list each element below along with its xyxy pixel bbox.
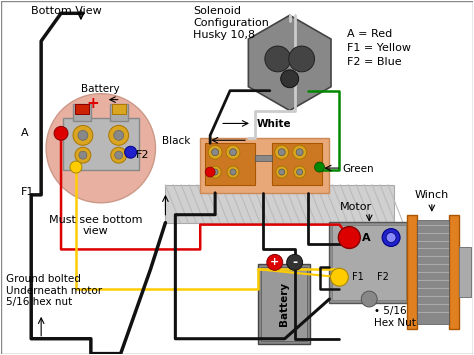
- Circle shape: [70, 161, 82, 173]
- Circle shape: [73, 125, 93, 145]
- Polygon shape: [248, 15, 331, 110]
- Circle shape: [109, 125, 128, 145]
- Bar: [200, 138, 329, 193]
- Text: -: -: [292, 256, 297, 269]
- Circle shape: [281, 70, 299, 88]
- Circle shape: [382, 229, 400, 246]
- Text: Must see bottom
view: Must see bottom view: [49, 215, 143, 236]
- Text: F2: F2: [377, 272, 389, 282]
- Text: • 5/16
Hex Nut: • 5/16 Hex Nut: [374, 306, 416, 328]
- Bar: [459, 247, 471, 297]
- Bar: [75, 104, 89, 114]
- Circle shape: [79, 151, 87, 159]
- Circle shape: [54, 126, 68, 140]
- Circle shape: [75, 147, 91, 163]
- Circle shape: [208, 145, 222, 159]
- Circle shape: [230, 169, 236, 175]
- Circle shape: [279, 169, 285, 175]
- Text: Solenoid
Configuration
Husky 10,8: Solenoid Configuration Husky 10,8: [193, 6, 269, 39]
- Circle shape: [330, 268, 348, 286]
- Bar: [258, 264, 310, 344]
- Circle shape: [115, 151, 123, 159]
- Text: Bottom View: Bottom View: [31, 6, 102, 16]
- Circle shape: [111, 147, 127, 163]
- Circle shape: [386, 233, 396, 242]
- Text: Green: Green: [342, 164, 374, 174]
- Bar: [165, 185, 394, 223]
- Circle shape: [125, 146, 137, 158]
- Circle shape: [226, 145, 240, 159]
- Bar: [329, 222, 409, 303]
- Circle shape: [276, 166, 288, 178]
- Bar: [272, 143, 321, 185]
- Circle shape: [227, 166, 239, 178]
- Text: Black: Black: [162, 136, 190, 146]
- Circle shape: [265, 46, 291, 72]
- Bar: [112, 104, 126, 114]
- Text: +: +: [86, 96, 99, 111]
- Circle shape: [212, 149, 219, 156]
- Circle shape: [296, 149, 303, 156]
- Text: A: A: [362, 233, 371, 242]
- Text: Motor: Motor: [340, 202, 373, 212]
- Circle shape: [338, 226, 360, 248]
- Bar: [417, 220, 449, 324]
- Bar: [110, 104, 128, 121]
- Circle shape: [275, 145, 289, 159]
- Circle shape: [267, 255, 283, 270]
- Text: A = Red: A = Red: [347, 29, 392, 39]
- Circle shape: [289, 46, 315, 72]
- Bar: [63, 119, 138, 170]
- Bar: [255, 155, 272, 161]
- Circle shape: [287, 255, 302, 270]
- Text: Battery: Battery: [82, 84, 120, 94]
- Text: +: +: [270, 257, 279, 267]
- Text: Winch: Winch: [415, 190, 449, 200]
- Circle shape: [297, 169, 302, 175]
- Text: Battery: Battery: [279, 282, 289, 326]
- Text: F2: F2: [136, 150, 149, 160]
- Bar: [407, 215, 417, 329]
- Bar: [332, 225, 406, 300]
- Text: White: White: [257, 120, 292, 130]
- Circle shape: [209, 166, 221, 178]
- Circle shape: [78, 130, 88, 140]
- Text: Ground bolted
Underneath motor
5/16 hex nut: Ground bolted Underneath motor 5/16 hex …: [6, 274, 102, 307]
- Circle shape: [278, 149, 285, 156]
- Circle shape: [229, 149, 237, 156]
- Bar: [261, 267, 307, 341]
- Bar: [205, 143, 255, 185]
- Circle shape: [212, 169, 218, 175]
- Bar: [73, 104, 91, 121]
- Circle shape: [114, 130, 124, 140]
- Circle shape: [361, 291, 377, 307]
- Circle shape: [292, 145, 307, 159]
- Text: F1: F1: [352, 272, 364, 282]
- Bar: [449, 215, 459, 329]
- Circle shape: [315, 162, 325, 172]
- Circle shape: [205, 167, 215, 177]
- Text: A: A: [21, 129, 29, 138]
- Circle shape: [294, 166, 306, 178]
- Text: F2 = Blue: F2 = Blue: [347, 57, 402, 67]
- Text: F1: F1: [21, 187, 35, 197]
- Ellipse shape: [46, 94, 155, 203]
- Text: F1 = Yellow: F1 = Yellow: [347, 43, 411, 53]
